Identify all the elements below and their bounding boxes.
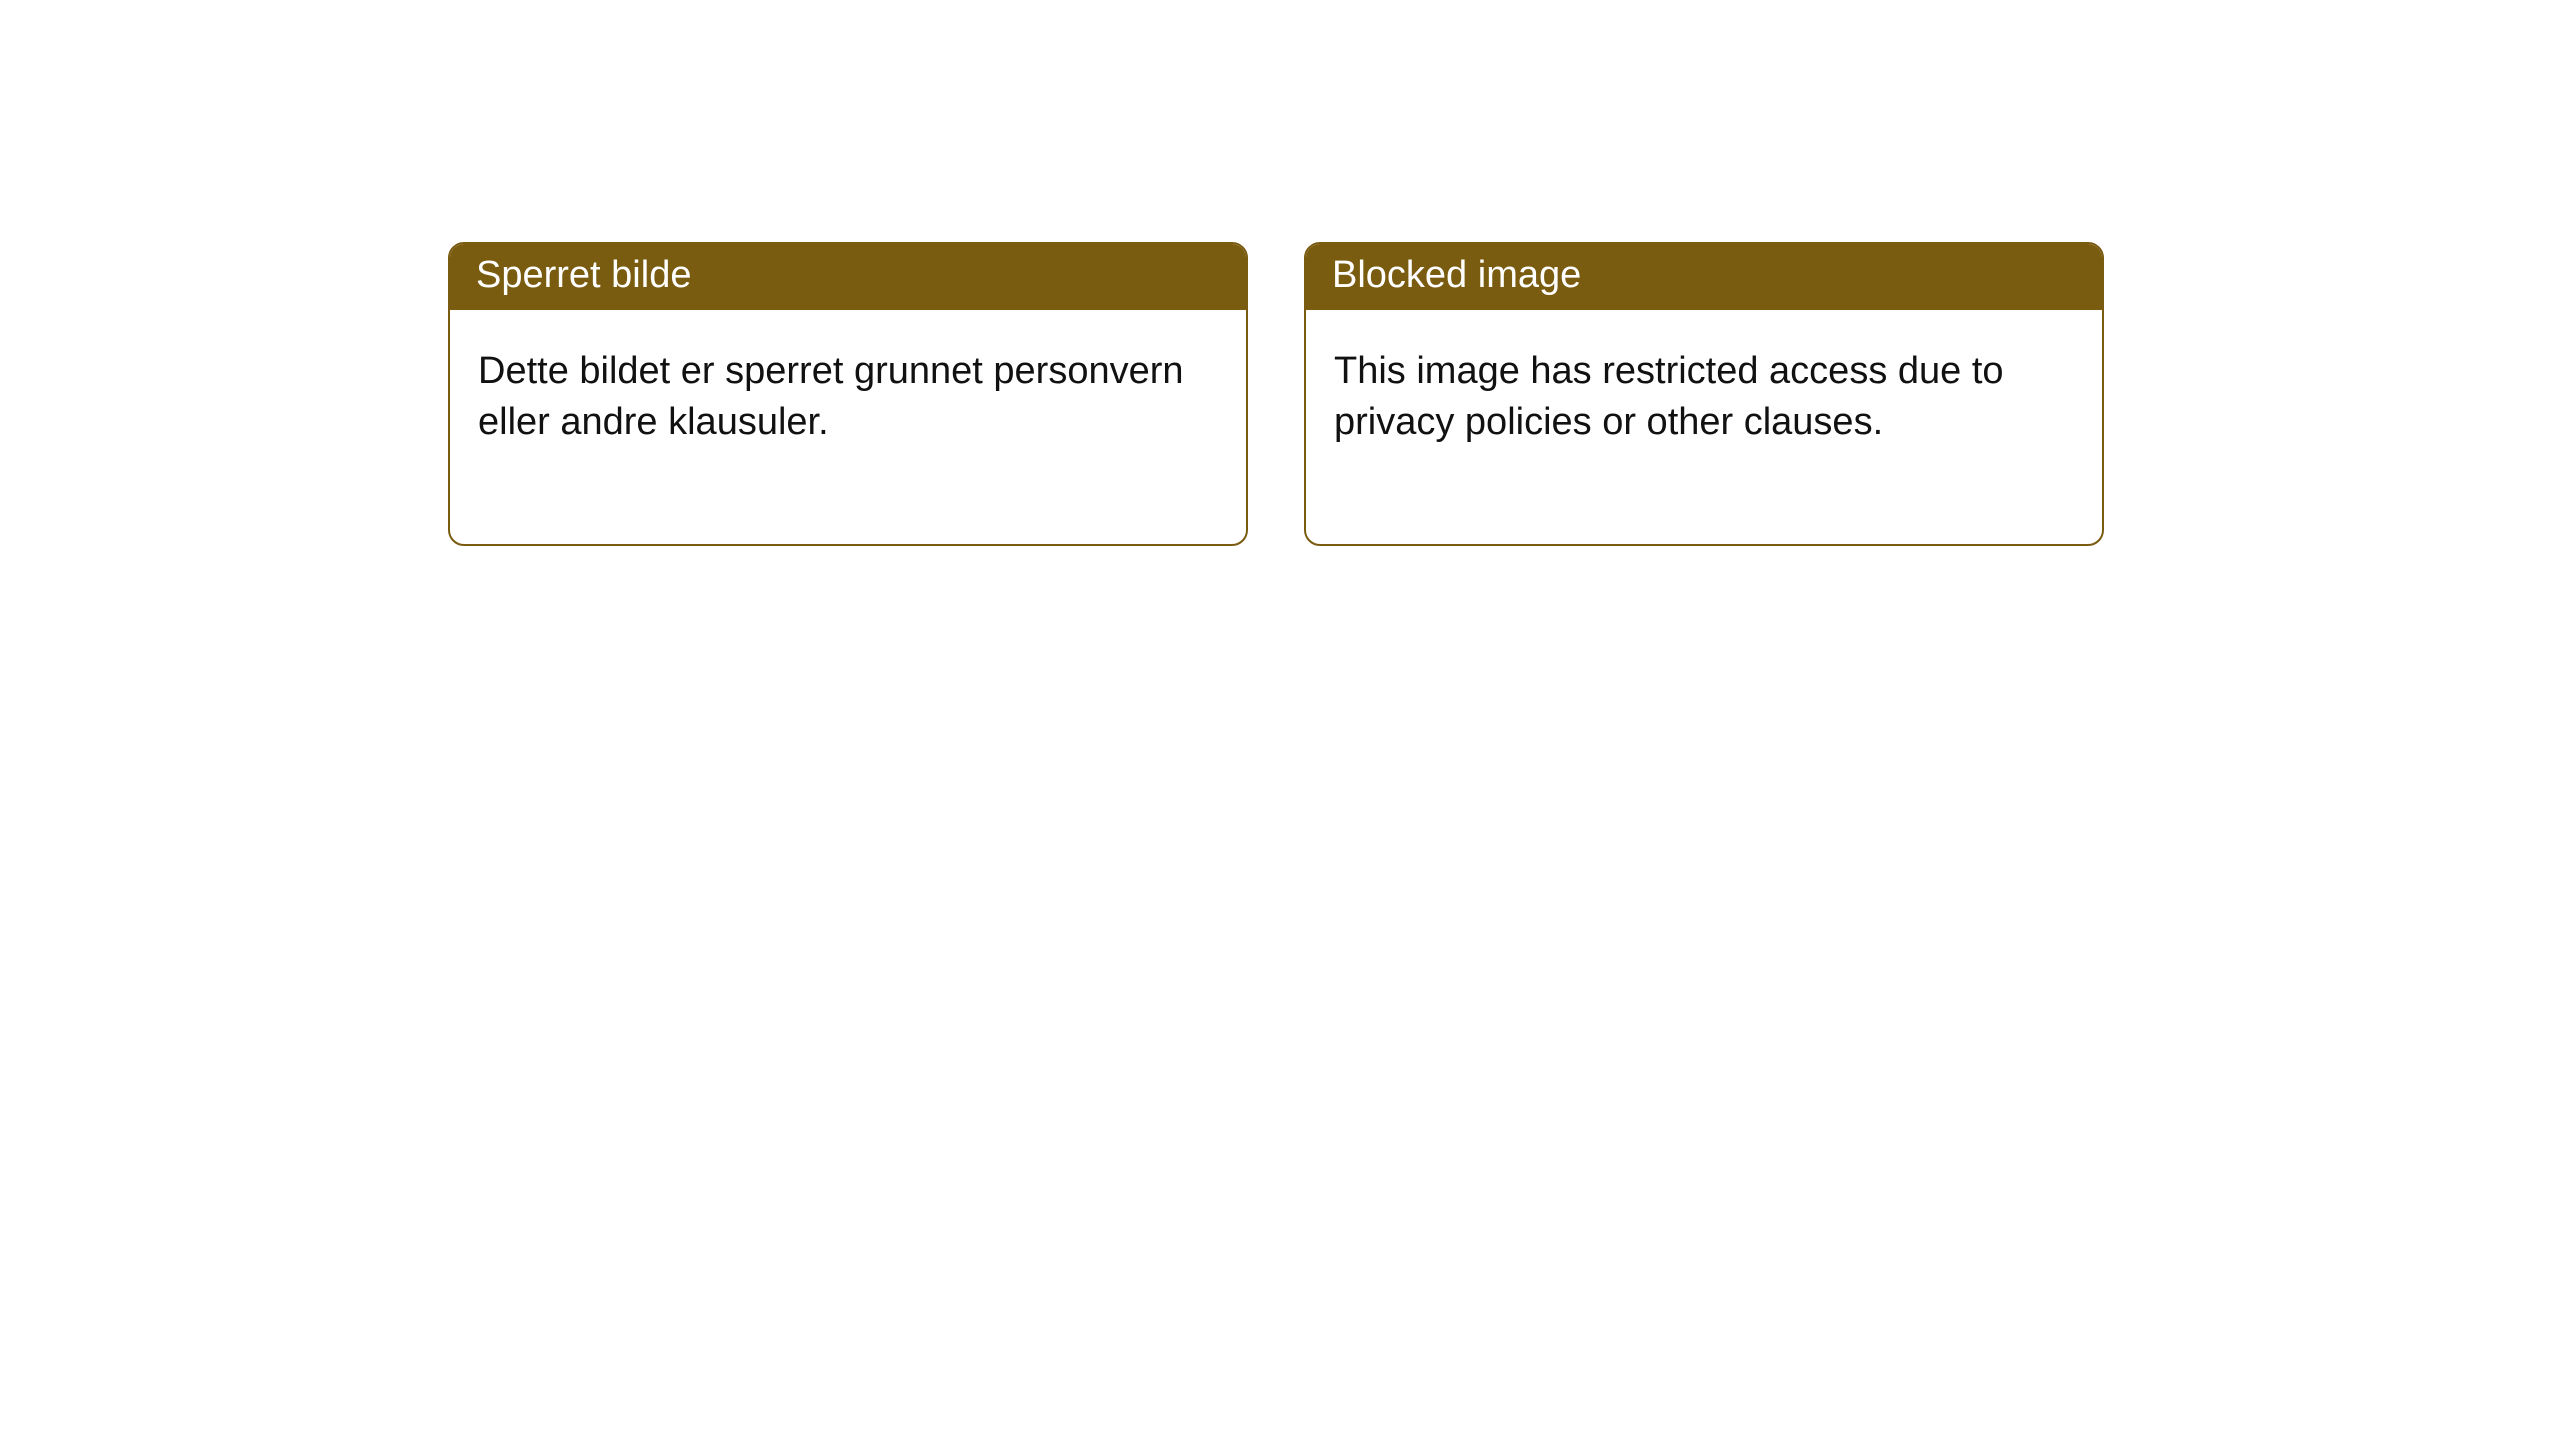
- notice-body-english: This image has restricted access due to …: [1306, 310, 2102, 545]
- notice-header-norwegian: Sperret bilde: [450, 244, 1246, 310]
- notice-card-norwegian: Sperret bilde Dette bildet er sperret gr…: [448, 242, 1248, 546]
- notice-body-norwegian: Dette bildet er sperret grunnet personve…: [450, 310, 1246, 545]
- notice-card-english: Blocked image This image has restricted …: [1304, 242, 2104, 546]
- notice-container: Sperret bilde Dette bildet er sperret gr…: [0, 0, 2560, 546]
- notice-header-english: Blocked image: [1306, 244, 2102, 310]
